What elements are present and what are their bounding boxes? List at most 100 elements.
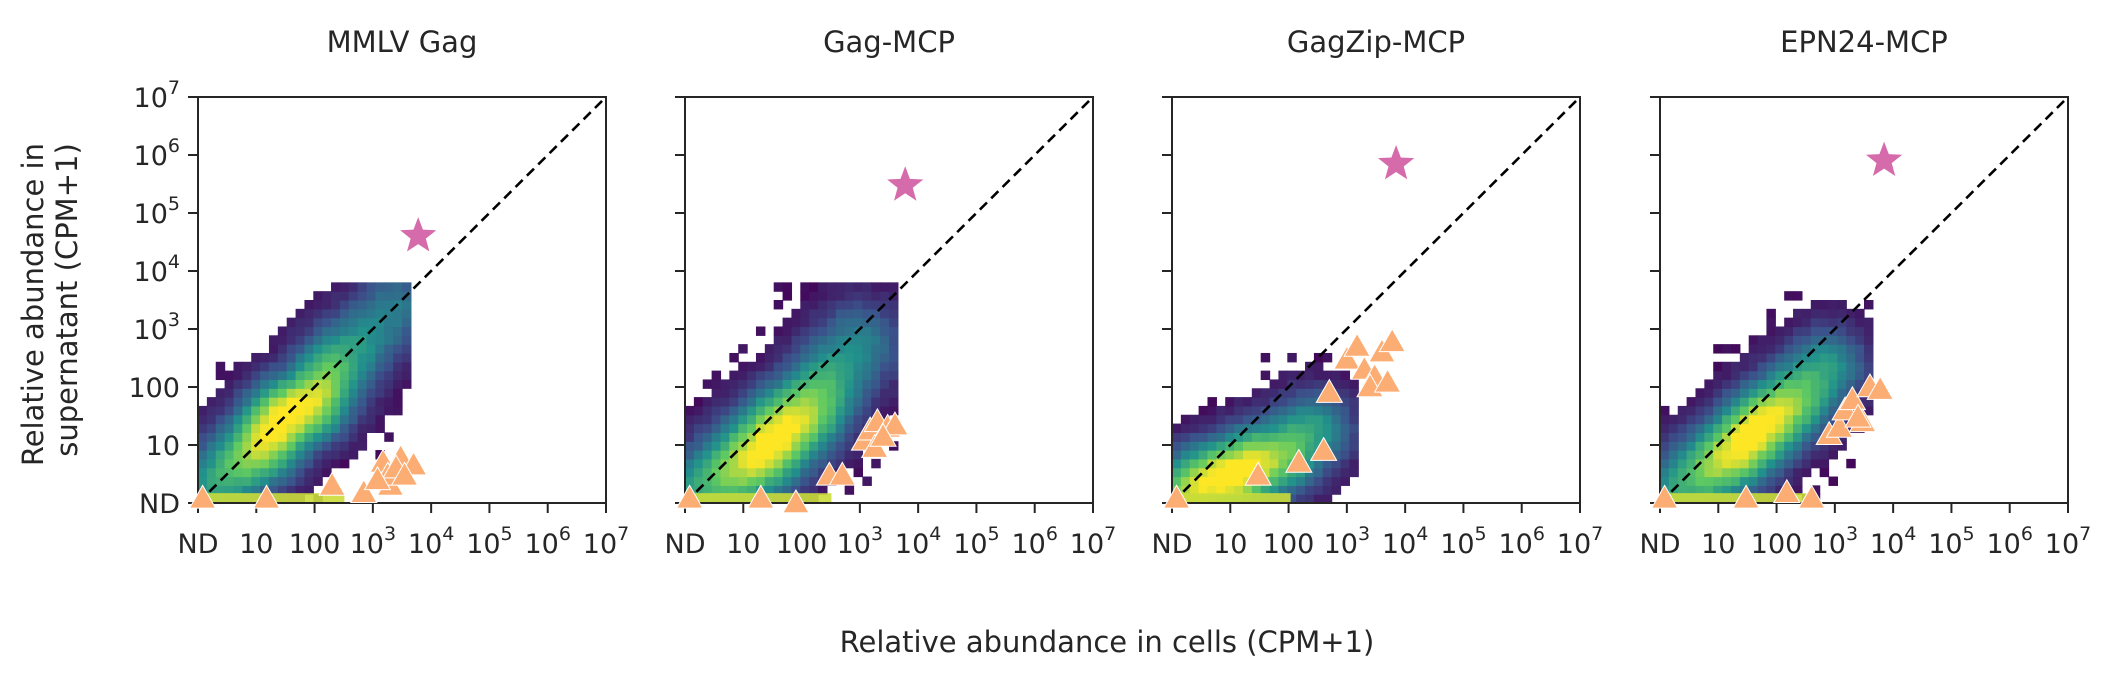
density-cell bbox=[1189, 476, 1200, 486]
density-cell bbox=[224, 423, 235, 433]
density-cell bbox=[348, 326, 359, 336]
density-cell bbox=[1677, 414, 1688, 425]
density-cell bbox=[375, 361, 385, 372]
density-cell bbox=[375, 423, 385, 433]
density-cell bbox=[791, 450, 801, 460]
density-cell bbox=[1668, 458, 1679, 469]
density-cell bbox=[1855, 326, 1865, 336]
density-cell bbox=[1207, 467, 1217, 478]
density-cell bbox=[304, 467, 314, 478]
density-cell bbox=[393, 344, 403, 354]
x-tick-label: 100 bbox=[1751, 529, 1803, 560]
density-cell bbox=[764, 405, 775, 416]
density-cell bbox=[818, 344, 828, 354]
density-cell bbox=[215, 432, 226, 442]
density-cell bbox=[800, 485, 810, 495]
density-cell bbox=[233, 441, 243, 451]
density-cell bbox=[339, 300, 350, 310]
density-cell bbox=[702, 458, 713, 469]
density-cell bbox=[1766, 441, 1776, 451]
density-cell bbox=[1766, 308, 1776, 319]
density-cell bbox=[1801, 423, 1812, 433]
x-tick-label: 106 bbox=[1011, 523, 1057, 560]
axes-frame bbox=[1659, 96, 2069, 504]
density-cell bbox=[1757, 423, 1768, 433]
density-cell bbox=[251, 423, 261, 433]
density-cell bbox=[366, 414, 376, 425]
triangle-point bbox=[746, 484, 775, 509]
panel-3: EPN24-MCP ND 10 100 103 104 105 106 107 bbox=[1640, 25, 2092, 560]
density-cell bbox=[853, 335, 863, 345]
density-cell bbox=[1810, 388, 1821, 398]
density-cell bbox=[313, 352, 323, 363]
density-cell bbox=[782, 344, 793, 354]
triangle-point bbox=[1378, 327, 1407, 353]
triangle-point bbox=[1844, 403, 1872, 428]
density-cell bbox=[809, 476, 819, 486]
triangle-point bbox=[1315, 378, 1344, 403]
density-cell bbox=[242, 432, 252, 442]
density-cell bbox=[1793, 388, 1803, 398]
density-cell bbox=[1287, 476, 1297, 486]
density-cell bbox=[835, 441, 846, 451]
density-cell bbox=[1819, 423, 1830, 433]
density-cell bbox=[384, 335, 394, 345]
density-cell bbox=[1225, 414, 1235, 425]
density-cell bbox=[1198, 467, 1209, 478]
density-cell bbox=[1686, 458, 1697, 469]
density-cell bbox=[384, 317, 394, 328]
density-cell bbox=[384, 405, 394, 416]
density-cell bbox=[1269, 458, 1280, 469]
x-tick-label: ND bbox=[178, 529, 219, 560]
nd-row-band bbox=[1174, 493, 1291, 503]
density-cell bbox=[1713, 388, 1723, 398]
density-cell bbox=[729, 352, 739, 363]
density-cell bbox=[1677, 485, 1688, 495]
density-cell bbox=[818, 317, 828, 328]
density-cell bbox=[871, 300, 881, 310]
density-cell bbox=[1234, 432, 1244, 442]
density-cell bbox=[1757, 352, 1768, 363]
density-cell bbox=[1305, 432, 1315, 442]
density-cell bbox=[313, 317, 323, 328]
density-cell bbox=[1757, 388, 1768, 398]
density-cell bbox=[1757, 467, 1768, 478]
x-tick-label: 104 bbox=[1870, 523, 1916, 560]
density-cell bbox=[393, 291, 403, 301]
density-cell bbox=[791, 352, 801, 363]
density-cell bbox=[206, 476, 217, 486]
density-cell bbox=[1757, 441, 1768, 451]
x-tick-label: 107 bbox=[2045, 523, 2091, 560]
density-cell bbox=[339, 352, 350, 363]
density-cell bbox=[1784, 317, 1794, 328]
density-cell bbox=[880, 397, 890, 407]
density-cell bbox=[322, 308, 332, 319]
density-cell bbox=[862, 291, 872, 301]
density-cell bbox=[304, 388, 314, 398]
density-cell bbox=[1313, 485, 1324, 495]
density-cell bbox=[393, 388, 403, 398]
density-cell bbox=[1180, 423, 1191, 433]
density-cell bbox=[1784, 361, 1794, 372]
density-cell bbox=[818, 291, 828, 301]
density-cell bbox=[1757, 335, 1768, 345]
panel-1: Gag-MCP ND 10 100 103 104 105 106 107 bbox=[665, 25, 1117, 560]
density-cell bbox=[1713, 450, 1723, 460]
density-cell bbox=[764, 352, 775, 363]
density-cell bbox=[1855, 361, 1865, 372]
density-cell bbox=[375, 326, 385, 336]
density-cell bbox=[1810, 344, 1821, 354]
density-cell bbox=[1198, 423, 1209, 433]
density-cell bbox=[295, 361, 306, 372]
density-cell bbox=[224, 441, 235, 451]
density-cell bbox=[755, 441, 766, 451]
density-cell bbox=[826, 326, 837, 336]
density-cell bbox=[1810, 432, 1821, 442]
density-cell bbox=[215, 388, 226, 398]
density-cell bbox=[1278, 388, 1288, 398]
density-cell bbox=[1322, 467, 1333, 478]
triangle-point bbox=[881, 411, 909, 436]
density-cell bbox=[800, 317, 810, 328]
density-cell bbox=[773, 432, 784, 442]
density-cell bbox=[1766, 335, 1776, 345]
